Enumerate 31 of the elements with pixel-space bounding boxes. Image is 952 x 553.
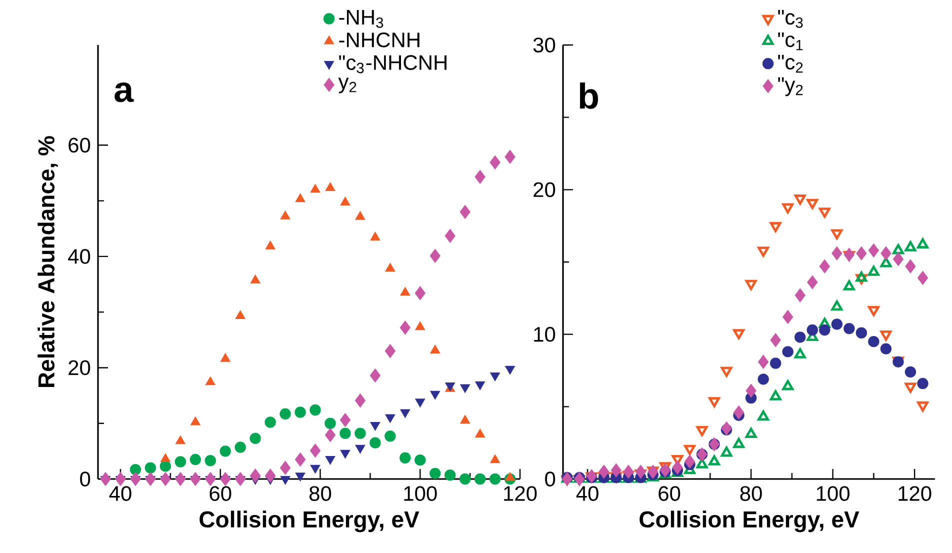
x-tick-label: 120 — [504, 486, 537, 501]
legend-label: -NHCNH — [339, 32, 420, 48]
legend-label: "c$_{3}$ — [778, 10, 803, 28]
x-tick-label: 40 — [576, 486, 598, 501]
x-tick-label: 80 — [740, 486, 762, 501]
y-tick-label: 40 — [68, 249, 90, 264]
legend-label: "c$_{3}$-NHCNH — [339, 55, 446, 74]
y-tick-label: 20 — [68, 360, 90, 376]
legend-label: "y$_{2}$ — [778, 77, 803, 96]
y-tick-label: 30 — [533, 38, 556, 52]
x-axis-title: Collision Energy, eV — [640, 510, 860, 532]
y-tick-label: 10 — [534, 326, 556, 342]
x-tick-label: 100 — [816, 486, 850, 501]
x-tick-label: 100 — [404, 486, 437, 501]
text: a — [114, 82, 134, 102]
x-axis-title: Collision Energy, eV — [200, 510, 420, 532]
x-tick-label: 40 — [109, 486, 132, 501]
legend-label: "c$_{2}$ — [778, 54, 803, 73]
y-tick-label: 20 — [534, 182, 556, 198]
text: b — [580, 82, 598, 109]
x-tick-label: 120 — [898, 486, 932, 501]
x-tick-label: 60 — [210, 486, 232, 501]
y-tick-label: 0 — [545, 472, 556, 486]
legend-label: "c$_{1}$ — [778, 32, 803, 50]
legend-label: y$_{2}$ — [338, 78, 356, 94]
x-tick-label: 80 — [309, 486, 332, 501]
x-tick-label: 60 — [658, 486, 680, 501]
y-tick-label: 60 — [68, 138, 90, 153]
y-axis-title: Relative Abundance, % — [38, 136, 58, 387]
y-tick-label: 0 — [80, 472, 90, 486]
legend-label: -NH$_{3}$ — [339, 10, 384, 28]
